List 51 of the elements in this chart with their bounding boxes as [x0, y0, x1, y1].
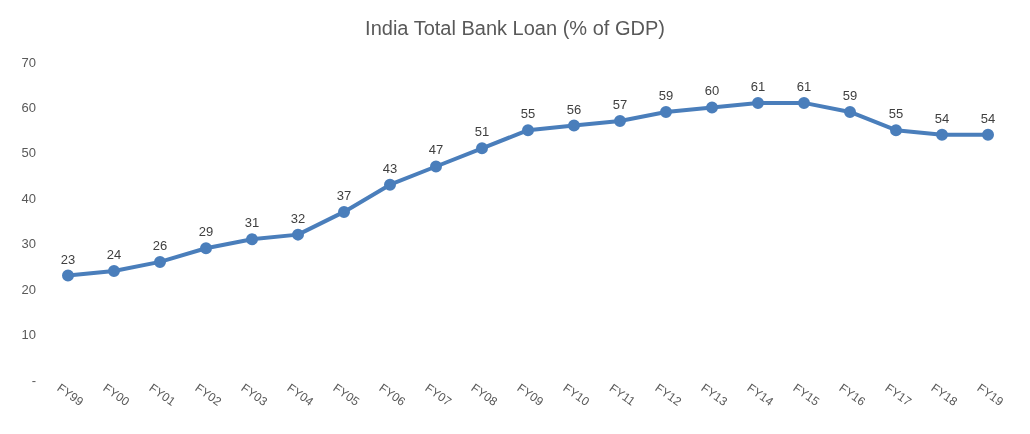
data-label: 24: [106, 246, 122, 262]
data-label: 54: [934, 110, 950, 126]
data-label: 43: [382, 160, 398, 176]
data-label: 51: [474, 124, 490, 140]
data-label: 60: [704, 83, 720, 99]
y-tick-label: 60: [21, 100, 36, 116]
data-label: 26: [152, 237, 168, 253]
point: [798, 96, 810, 109]
point: [476, 142, 488, 155]
data-label: 59: [658, 87, 674, 103]
point: [384, 178, 396, 191]
data-label: 47: [428, 142, 444, 158]
data-label: 57: [612, 97, 628, 113]
y-tick-label: 50: [21, 145, 36, 161]
data-label: 31: [244, 215, 260, 231]
point: [568, 119, 580, 132]
point: [660, 105, 672, 118]
data-label: 23: [60, 251, 76, 267]
point: [108, 264, 120, 277]
data-label: 32: [290, 210, 306, 226]
point: [430, 160, 442, 173]
point: [706, 101, 718, 114]
point: [338, 205, 350, 218]
point: [844, 105, 856, 118]
point: [292, 228, 304, 241]
y-tick-label: 10: [21, 327, 36, 343]
data-label: 61: [796, 78, 812, 94]
y-tick-label: 30: [21, 236, 36, 252]
data-label: 61: [750, 78, 766, 94]
y-tick-label: 70: [21, 54, 36, 70]
data-label: 55: [888, 106, 904, 122]
point: [154, 255, 166, 268]
y-tick-label: 20: [21, 281, 36, 297]
point: [936, 128, 948, 141]
y-tick-label: 40: [21, 190, 36, 206]
point: [522, 124, 534, 137]
chart-title: India Total Bank Loan (% of GDP): [364, 16, 666, 41]
data-label: 54: [980, 110, 996, 126]
data-label: 56: [566, 101, 582, 117]
point: [200, 242, 212, 255]
point: [752, 96, 764, 109]
data-label: 55: [520, 106, 536, 122]
data-label: 29: [198, 224, 214, 240]
point: [62, 269, 74, 282]
data-label: 59: [842, 87, 858, 103]
point: [246, 233, 258, 246]
point: [890, 124, 902, 137]
point: [982, 128, 994, 141]
data-label: 37: [336, 187, 352, 203]
y-tick-label: -: [31, 372, 36, 388]
point: [614, 115, 626, 128]
